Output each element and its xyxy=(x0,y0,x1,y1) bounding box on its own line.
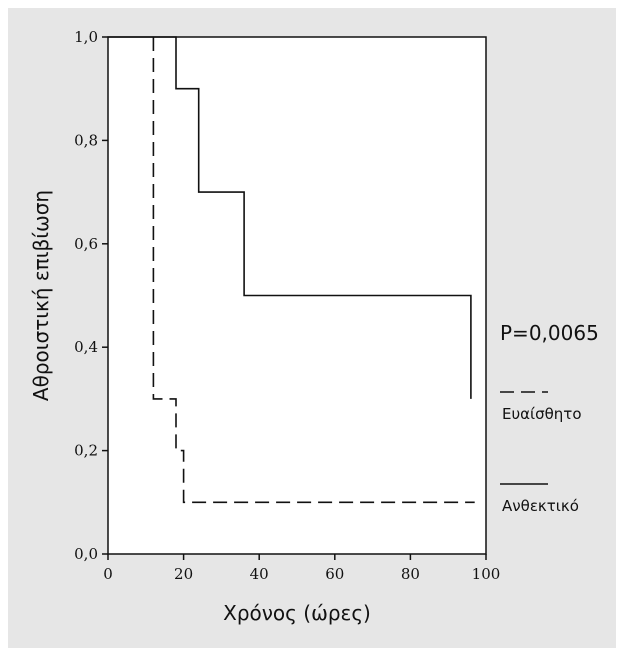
x-tick-label: 40 xyxy=(250,565,269,583)
x-tick-label: 80 xyxy=(401,565,420,583)
x-axis-title: Χρόνος (ώρες) xyxy=(223,601,371,625)
y-tick-label: 0,8 xyxy=(74,131,98,149)
x-tick-label: 100 xyxy=(472,565,501,583)
x-axis: 0 20 40 60 80 100 xyxy=(103,554,500,583)
y-tick-label: 0,2 xyxy=(74,442,98,460)
chart-panel: 0,0 0,2 0,4 0,6 0,8 1,0 0 20 40 60 80 100 Χρόνος (… xyxy=(8,8,616,648)
y-tick-label: 0,4 xyxy=(74,338,98,356)
y-tick-label: 0,0 xyxy=(74,545,98,563)
y-tick-label: 0,6 xyxy=(74,235,98,253)
y-axis-title: Αθροιστική επιβίωση xyxy=(29,190,53,401)
y-tick-label: 1,0 xyxy=(74,28,98,46)
survival-chart: 0,0 0,2 0,4 0,6 0,8 1,0 0 20 40 60 80 100 Χρόνος (… xyxy=(29,28,599,625)
x-tick-label: 20 xyxy=(174,565,193,583)
y-axis: 0,0 0,2 0,4 0,6 0,8 1,0 xyxy=(74,28,108,563)
x-tick-label: 0 xyxy=(103,565,113,583)
series-line-1 xyxy=(108,36,472,399)
legend-label-sensitive: Ευαίσθητο xyxy=(502,405,582,423)
series-line-0 xyxy=(152,37,475,504)
p-value-annotation: P=0,0065 xyxy=(500,321,599,345)
series-layer xyxy=(108,36,475,504)
legend: Ευαίσθητο Ανθεκτικό xyxy=(500,391,582,515)
x-tick-label: 60 xyxy=(325,565,344,583)
legend-label-resistant: Ανθεκτικό xyxy=(502,497,579,515)
